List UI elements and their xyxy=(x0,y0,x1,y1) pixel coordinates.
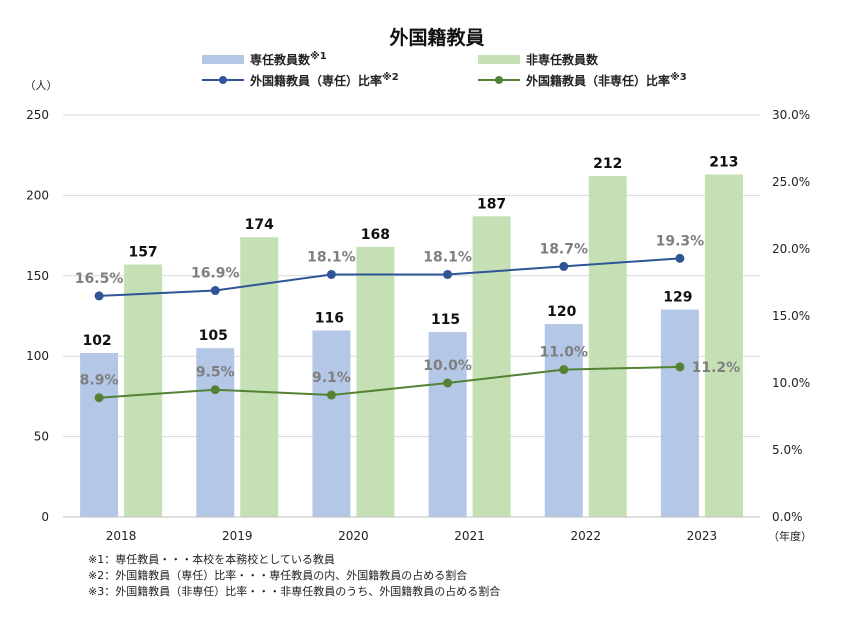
line-parttime-ratio xyxy=(99,365,680,399)
pct-label-fulltime-2021: 18.1% xyxy=(423,249,472,265)
x-tick-2022: 2022 xyxy=(570,529,601,543)
bar-label-fulltime-2023: 129 xyxy=(663,290,692,306)
y-left-tick-50: 50 xyxy=(34,430,49,444)
footnote-2: ※2：外国籍教員（専任）比率・・・専任教員の内、外国籍教員の占める割合 xyxy=(88,569,468,582)
bar-parttime-2022 xyxy=(588,176,627,517)
pct-label-parttime-2023: 11.2% xyxy=(692,360,741,376)
point-parttime-ratio-2020 xyxy=(326,390,336,400)
data-labels: 102 105 116 115 120 129 157 174 168 187 212 213 16.5… xyxy=(75,154,740,388)
y-right-tick-0: 0.0% xyxy=(772,510,803,524)
bar-fulltime-2020 xyxy=(312,330,351,517)
bar-fulltime-2022 xyxy=(544,324,583,517)
pct-label-fulltime-2018: 16.5% xyxy=(75,271,124,287)
bar-label-fulltime-2020: 116 xyxy=(315,310,344,326)
bar-label-parttime-2022: 212 xyxy=(593,156,622,172)
legend-marker-3 xyxy=(219,76,227,84)
bar-parttime-2019 xyxy=(240,237,279,517)
legend-label-3: 外国籍教員（専任）比率※2 xyxy=(250,71,399,88)
x-tick-2021: 2021 xyxy=(454,529,485,543)
pct-label-parttime-2021: 10.0% xyxy=(423,358,472,374)
pct-label-parttime-2018: 8.9% xyxy=(80,373,119,389)
pct-label-fulltime-2023: 19.3% xyxy=(656,233,705,249)
y-right-tick-2: 10.0% xyxy=(772,376,810,390)
point-parttime-ratio-2019 xyxy=(210,385,220,395)
y-right-tick-5: 25.0% xyxy=(772,175,810,189)
legend-item-4: 外国籍教員（非専任）比率※3 xyxy=(478,71,687,88)
x-tick-2019: 2019 xyxy=(222,529,253,543)
legend-label-4: 外国籍教員（非専任）比率※3 xyxy=(526,71,687,88)
lines xyxy=(94,253,685,403)
bar-parttime-2018 xyxy=(124,264,163,517)
legend-marker-4 xyxy=(495,76,503,84)
pct-label-fulltime-2020: 18.1% xyxy=(307,249,356,265)
x-unit: （年度） xyxy=(768,529,812,543)
legend-item-3: 外国籍教員（専任）比率※2 xyxy=(202,71,399,88)
y-left-tick-200: 200 xyxy=(26,188,49,202)
bar-label-fulltime-2021: 115 xyxy=(431,312,460,328)
bar-fulltime-2019 xyxy=(196,348,235,517)
footnote-3: ※3：外国籍教員（非専任）比率・・・非専任教員のうち、外国籍教員の占める割合 xyxy=(88,585,501,598)
point-parttime-ratio-2021 xyxy=(443,378,453,388)
bar-label-fulltime-2018: 102 xyxy=(82,333,111,349)
axes: 0 50 100 150 200 250 0.0% 5.0% 10.0% 15.0% 20.0% 25… xyxy=(25,79,813,543)
y-left-tick-0: 0 xyxy=(41,510,49,524)
legend-note-mark-1: ※1 xyxy=(310,50,327,62)
point-parttime-ratio-2022 xyxy=(559,365,569,375)
pct-label-fulltime-2019: 16.9% xyxy=(191,266,240,282)
bar-label-parttime-2018: 157 xyxy=(128,245,157,261)
y-right-tick-6: 30.0% xyxy=(772,108,810,122)
bar-label-parttime-2023: 213 xyxy=(709,154,738,170)
legend-swatch-1 xyxy=(202,55,244,64)
point-fulltime-ratio-2018 xyxy=(94,291,104,301)
x-tick-2020: 2020 xyxy=(338,529,369,543)
y-right-tick-1: 5.0% xyxy=(772,443,803,457)
point-parttime-ratio-2023 xyxy=(675,362,685,372)
x-tick-2018: 2018 xyxy=(106,529,137,543)
pct-label-parttime-2019: 9.5% xyxy=(196,365,235,381)
legend-note-mark-4: ※3 xyxy=(670,71,687,83)
legend-item-2: 非専任教員数 xyxy=(478,52,599,67)
chart-title: 外国籍教員 xyxy=(389,26,484,49)
bar-fulltime-2018 xyxy=(80,352,119,517)
pct-label-parttime-2020: 9.1% xyxy=(312,370,351,386)
y-left-tick-150: 150 xyxy=(26,269,49,283)
bar-fulltime-2023 xyxy=(660,309,699,517)
y-left-unit: （人） xyxy=(25,79,58,92)
bar-fulltime-2021 xyxy=(428,332,467,517)
footnotes: ※1：専任教員・・・本校を本務校としている教員 ※2：外国籍教員（専任）比率・・… xyxy=(88,552,500,600)
y-left-tick-250: 250 xyxy=(26,108,49,122)
pct-label-fulltime-2022: 18.7% xyxy=(539,241,588,257)
y-right-tick-4: 20.0% xyxy=(772,242,810,256)
bar-parttime-2023 xyxy=(704,174,743,517)
point-fulltime-ratio-2023 xyxy=(675,253,685,263)
bar-label-parttime-2019: 174 xyxy=(245,217,274,233)
legend-note-mark-3: ※2 xyxy=(382,71,399,83)
gridlines xyxy=(63,114,760,438)
bar-parttime-2021 xyxy=(472,216,511,517)
point-fulltime-ratio-2019 xyxy=(210,286,220,296)
bar-label-parttime-2020: 168 xyxy=(361,227,390,243)
point-parttime-ratio-2018 xyxy=(94,393,104,403)
footnote-1: ※1：専任教員・・・本校を本務校としている教員 xyxy=(88,553,335,566)
legend-label-2: 非専任教員数 xyxy=(526,52,599,67)
legend-swatch-2 xyxy=(478,55,520,64)
y-right-tick-3: 15.0% xyxy=(772,309,810,323)
legend-item-1: 専任教員数※1 xyxy=(202,50,327,67)
point-fulltime-ratio-2021 xyxy=(443,269,453,279)
bar-label-fulltime-2022: 120 xyxy=(547,304,576,320)
point-fulltime-ratio-2020 xyxy=(326,269,336,279)
x-tick-2023: 2023 xyxy=(687,529,718,543)
bar-label-fulltime-2019: 105 xyxy=(199,328,228,344)
bar-parttime-2020 xyxy=(356,246,395,517)
y-left-tick-100: 100 xyxy=(26,349,49,363)
bar-label-parttime-2021: 187 xyxy=(477,196,506,212)
legend-label-1: 専任教員数※1 xyxy=(250,50,327,67)
bars xyxy=(80,174,743,517)
line-fulltime-ratio xyxy=(99,257,680,297)
point-fulltime-ratio-2022 xyxy=(559,261,569,271)
pct-label-parttime-2022: 11.0% xyxy=(539,345,588,361)
